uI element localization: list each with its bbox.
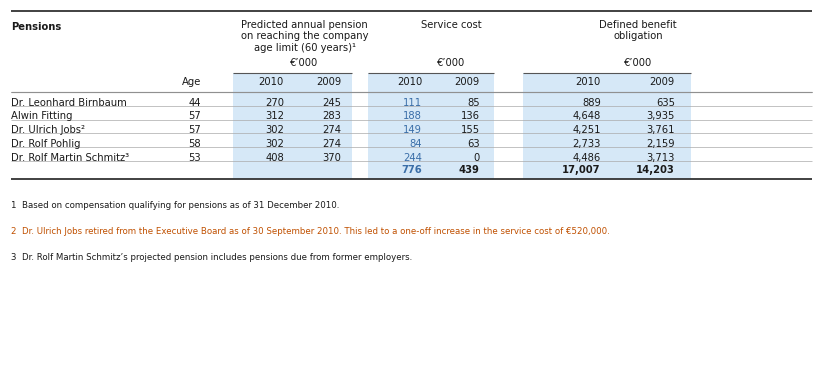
Text: €’000: €’000 [437, 58, 465, 68]
Text: 85: 85 [467, 98, 480, 108]
Text: 57: 57 [188, 111, 201, 121]
Text: 302: 302 [265, 125, 284, 135]
Text: 53: 53 [188, 153, 201, 163]
Text: 44: 44 [188, 98, 201, 108]
Text: Defined benefit: Defined benefit [599, 20, 677, 30]
Text: 2010: 2010 [258, 77, 284, 87]
Text: 149: 149 [403, 125, 422, 135]
Text: 111: 111 [403, 98, 422, 108]
Bar [233, 73, 352, 179]
Text: 17,007: 17,007 [562, 165, 601, 174]
Text: 244: 244 [403, 153, 422, 163]
Text: 84: 84 [410, 139, 422, 149]
Text: Alwin Fitting: Alwin Fitting [11, 111, 72, 121]
Text: 370: 370 [323, 153, 342, 163]
Text: 270: 270 [265, 98, 284, 108]
Text: 302: 302 [265, 139, 284, 149]
Text: Dr. Leonhard Birnbaum: Dr. Leonhard Birnbaum [11, 98, 127, 108]
Text: Dr. Rolf Martin Schmitz³: Dr. Rolf Martin Schmitz³ [11, 153, 129, 163]
Text: 2010: 2010 [397, 77, 422, 87]
Text: 245: 245 [323, 98, 342, 108]
Text: 635: 635 [656, 98, 675, 108]
Text: 3,935: 3,935 [647, 111, 675, 121]
Text: on reaching the company: on reaching the company [241, 31, 368, 41]
Text: €’000: €’000 [624, 58, 652, 68]
Text: 1  Based on compensation qualifying for pensions as of 31 December 2010.: 1 Based on compensation qualifying for p… [11, 201, 339, 210]
Text: 4,648: 4,648 [573, 111, 601, 121]
Text: age limit (60 years)¹: age limit (60 years)¹ [253, 43, 356, 53]
Text: 408: 408 [265, 153, 284, 163]
Text: 63: 63 [467, 139, 480, 149]
Text: Dr. Rolf Pohlig: Dr. Rolf Pohlig [11, 139, 80, 149]
Text: 2009: 2009 [649, 77, 675, 87]
Text: 155: 155 [461, 125, 480, 135]
Text: 2010: 2010 [575, 77, 601, 87]
Bar [368, 73, 494, 179]
Text: 439: 439 [459, 165, 480, 174]
Text: Dr. Ulrich Jobs²: Dr. Ulrich Jobs² [11, 125, 85, 135]
Text: 14,203: 14,203 [636, 165, 675, 174]
Text: 776: 776 [402, 165, 422, 174]
Text: 0: 0 [473, 153, 480, 163]
Text: 2,159: 2,159 [646, 139, 675, 149]
Text: 136: 136 [461, 111, 480, 121]
Text: 2009: 2009 [454, 77, 480, 87]
Text: 4,486: 4,486 [573, 153, 601, 163]
Text: 2,733: 2,733 [573, 139, 601, 149]
Text: 58: 58 [188, 139, 201, 149]
Text: €’000: €’000 [291, 58, 319, 68]
Text: 3,761: 3,761 [646, 125, 675, 135]
Text: 3  Dr. Rolf Martin Schmitz’s projected pension includes pensions due from former: 3 Dr. Rolf Martin Schmitz’s projected pe… [11, 253, 412, 262]
Text: 57: 57 [188, 125, 201, 135]
Text: 4,251: 4,251 [572, 125, 601, 135]
Text: 2009: 2009 [316, 77, 342, 87]
Text: 3,713: 3,713 [647, 153, 675, 163]
Text: Pensions: Pensions [11, 22, 61, 32]
Text: Predicted annual pension: Predicted annual pension [241, 20, 368, 30]
Text: 2  Dr. Ulrich Jobs retired from the Executive Board as of 30 September 2010. Thi: 2 Dr. Ulrich Jobs retired from the Execu… [11, 227, 610, 236]
Text: Service cost: Service cost [421, 20, 481, 30]
Text: 188: 188 [403, 111, 422, 121]
Text: 283: 283 [323, 111, 342, 121]
Text: Age: Age [181, 77, 201, 87]
Text: 274: 274 [323, 125, 342, 135]
Bar [523, 73, 691, 179]
Text: 889: 889 [582, 98, 601, 108]
Text: 274: 274 [323, 139, 342, 149]
Text: obligation: obligation [613, 31, 663, 41]
Text: 312: 312 [265, 111, 284, 121]
